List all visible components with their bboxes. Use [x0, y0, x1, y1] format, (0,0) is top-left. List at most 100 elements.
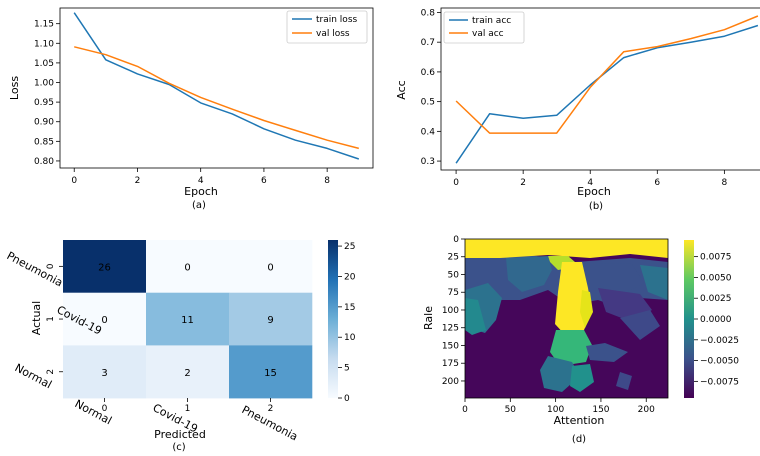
- cm-colorbar-tick-label: 0: [344, 394, 350, 404]
- cm-colorbar-tick-label: 5: [344, 364, 350, 374]
- cm-colorbar-tick-label: 15: [344, 303, 355, 313]
- legend-val-acc: val acc: [472, 29, 504, 39]
- accuracy-y-tick-label: 0.6: [421, 68, 436, 78]
- attention-y-tick-label: 150: [442, 341, 459, 351]
- attention-y-tick-label: 175: [442, 359, 459, 369]
- attention-y-tick-label: 200: [442, 377, 459, 387]
- loss-x-tick-label: 6: [261, 176, 267, 186]
- attention-colorbar-tick-label: 0.0050: [700, 273, 732, 283]
- accuracy-x-tick-label: 0: [453, 178, 459, 188]
- cm-cell: [146, 345, 230, 399]
- cm-cell-value: 0: [101, 315, 107, 326]
- accuracy-x-tick-label: 6: [654, 178, 660, 188]
- cm-x-tick-label: 2: [268, 404, 274, 414]
- loss-y-tick-label: 1.00: [34, 79, 54, 89]
- loss-y-tick-label: 0.95: [34, 98, 54, 108]
- loss-y-tick-label: 1.10: [34, 39, 54, 49]
- legend-train-acc: train acc: [472, 16, 511, 26]
- attention-y-tick-label: 50: [448, 270, 460, 280]
- attention-colorbar-tick-label: 0.0075: [700, 253, 732, 263]
- accuracy-y-tick-label: 0.7: [421, 38, 435, 48]
- attention-x-tick-label: 150: [592, 405, 609, 415]
- attention-y-tick-label: 0: [453, 235, 459, 245]
- accuracy-y-tick-label: 0.3: [421, 157, 435, 167]
- cm-x-class-label: Normal: [73, 397, 114, 427]
- attention-x-tick-label: 0: [462, 405, 468, 415]
- attention-colorbar-tick-label: 0.0000: [700, 315, 732, 325]
- accuracy-y-tick-label: 0.8: [421, 8, 436, 18]
- loss-x-tick-label: 4: [198, 176, 204, 186]
- cm-x-tick-label: 0: [102, 404, 108, 414]
- train-loss-line: [73, 12, 360, 160]
- accuracy-chart-frame: [440, 7, 760, 171]
- attention-y-tick-label: 100: [442, 306, 459, 316]
- cm-cell-value: 11: [181, 315, 194, 326]
- accuracy-legend: train acc val acc: [443, 11, 525, 44]
- attention-x-tick-label: 100: [547, 405, 564, 415]
- accuracy-x-label: Epoch: [577, 185, 611, 198]
- legend-train-loss: train loss: [316, 15, 358, 25]
- attention-x-tick-label: 50: [505, 405, 517, 415]
- accuracy-x-tick-label: 8: [722, 178, 728, 188]
- cm-cell: [229, 292, 313, 346]
- attention-y-tick-label: 25: [448, 253, 459, 263]
- cm-y-tick-label: 0: [46, 263, 56, 269]
- cm-cell: [229, 345, 313, 399]
- loss-y-label: Loss: [8, 76, 21, 100]
- cm-y-tick-label: 1: [46, 316, 56, 322]
- loss-chart-frame: [59, 7, 374, 169]
- loss-x-tick-label: 0: [71, 176, 77, 186]
- loss-x-tick-label: 2: [135, 176, 141, 186]
- cm-y-label: Actual: [30, 301, 43, 335]
- attention-y-label: Rale: [422, 306, 435, 330]
- loss-chart: 0 2 4 6 8 0.80 0.85 0.90 0.95 1.00 1.05 1.10 1.15: [34, 12, 360, 186]
- loss-y-tick-label: 0.80: [34, 157, 54, 167]
- attention-x-tick-label: 200: [638, 405, 655, 415]
- attention-y-tick-label: 75: [448, 288, 459, 298]
- cm-cell: [229, 240, 313, 293]
- cm-cell-value: 0: [184, 262, 190, 273]
- accuracy-x-tick-label: 4: [587, 178, 593, 188]
- attention-colorbar-tick-label: 0.0025: [700, 294, 732, 304]
- cm-cell-value: 2: [184, 368, 190, 379]
- train-acc-line: [455, 24, 759, 164]
- accuracy-chart: 0 2 4 6 8 0.3 0.4 0.5 0.6 0.7 0.8: [421, 8, 759, 188]
- cm-colorbar-tick-label: 20: [344, 272, 356, 282]
- cm-colorbar: [328, 240, 338, 398]
- accuracy-y-label: Acc: [395, 80, 408, 99]
- attention-heatmap-image: [465, 239, 668, 398]
- cm-x-tick-label: 1: [185, 404, 191, 414]
- val-loss-line: [74, 46, 359, 150]
- cm-x-label: Predicted: [154, 428, 206, 441]
- cm-colorbar-tick-label: 10: [344, 333, 356, 343]
- cm-cell: [63, 240, 147, 293]
- accuracy-y-tick-label: 0.5: [421, 98, 435, 108]
- cm-cell: [146, 240, 230, 293]
- cm-cell-value: 15: [264, 368, 277, 379]
- loss-x-tick-label: 8: [324, 176, 330, 186]
- attention-colorbar-tick-label: −0.0050: [700, 357, 739, 367]
- loss-y-tick-label: 0.90: [34, 118, 54, 128]
- cm-cell: [146, 292, 230, 346]
- cm-colorbar-tick-label: 25: [344, 242, 355, 252]
- attention-colorbar: [684, 240, 694, 398]
- loss-y-tick-label: 1.15: [34, 20, 54, 30]
- val-acc-line: [455, 15, 759, 134]
- cm-cell: [63, 345, 147, 399]
- attention-y-tick-label: 125: [442, 324, 459, 334]
- loss-y-tick-label: 1.05: [34, 59, 54, 69]
- cm-caption: (c): [172, 442, 185, 453]
- cm-cell-value: 0: [267, 262, 273, 273]
- cm-cell-value: 9: [267, 315, 273, 326]
- loss-legend: train loss val loss: [286, 10, 368, 44]
- cm-y-class-label: Normal: [13, 361, 54, 391]
- attention-colorbar-tick-label: −0.0075: [700, 377, 739, 387]
- accuracy-x-tick-label: 2: [520, 178, 526, 188]
- legend-val-loss: val loss: [316, 29, 350, 39]
- attention-caption: (d): [572, 434, 586, 445]
- cm-cell-value: 26: [98, 262, 111, 273]
- accuracy-y-tick-label: 0.4: [421, 127, 436, 137]
- loss-y-tick-label: 0.85: [34, 137, 54, 147]
